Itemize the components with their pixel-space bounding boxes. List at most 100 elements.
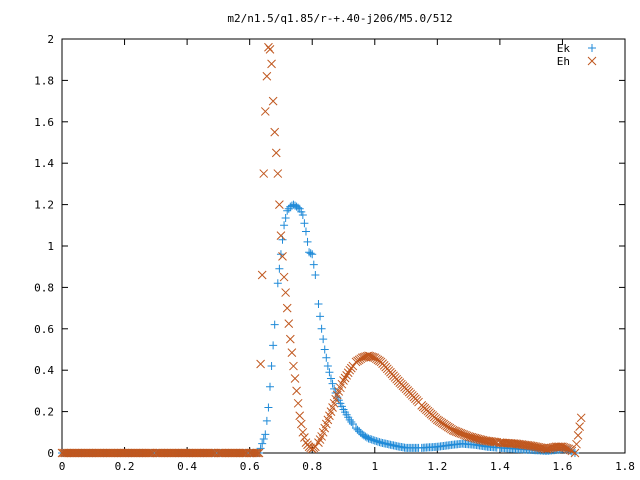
series-ek [58,200,579,457]
y-tick-label: 1.6 [34,116,54,129]
data-point [300,433,309,442]
x-axis: 0 0.2 0.4 0.6 0.8 1 1.2 1.4 1.6 1.8 [59,39,635,473]
data-point [269,341,278,350]
x-tick-label: 1.2 [427,460,447,473]
data-point [326,374,335,383]
y-tick-label: 1.4 [34,157,54,170]
data-point [347,417,356,426]
data-point [561,443,570,453]
data-point [343,368,353,378]
data-point [340,373,350,383]
data-point [342,371,351,380]
data-point [289,361,298,371]
y-tick-label: 0.6 [34,323,54,336]
data-point [364,351,373,361]
data-point [270,320,279,329]
data-point [314,299,323,308]
legend-marker-eh [587,56,597,66]
data-point [145,448,154,458]
data-point [365,351,375,361]
data-point [283,206,292,215]
data-point [284,319,294,328]
data-point [315,435,325,444]
data-point [254,448,264,458]
data-point [262,71,272,81]
data-point [273,279,282,288]
data-point [239,448,248,458]
data-point [294,203,303,212]
data-point [262,416,271,425]
y-tick-label: 0.8 [34,281,54,294]
data-point [576,413,586,423]
data-point [308,250,317,259]
data-point [348,420,357,429]
data-point [267,59,276,69]
plot-frame [61,38,626,454]
legend-label-ek: Ek [557,42,571,55]
data-point [461,430,470,440]
y-tick-label: 1.2 [34,199,54,212]
data-point [282,303,292,313]
data-point [290,374,300,383]
y-tick-label: 2 [47,33,54,46]
data-point [293,398,303,408]
data-point [320,345,329,354]
data-point [253,448,262,458]
data-point [270,127,280,137]
data-point [275,200,284,209]
data-point [268,96,278,106]
data-point [258,439,267,448]
y-tick-label: 1.8 [34,74,54,87]
data-point [323,362,332,371]
data-point [280,221,289,230]
data-point [264,403,273,412]
x-tick-label: 0.2 [115,460,135,473]
x-tick-label: 1 [371,460,378,473]
data-point [367,352,377,362]
data-point [300,219,309,228]
data-point [281,288,290,297]
y-tick-label: 0 [47,447,54,460]
data-point [251,448,261,458]
data-point [259,435,268,444]
data-point [339,376,348,385]
data-point [301,227,310,236]
data-point [448,425,458,435]
data-point [207,448,217,458]
data-point [317,324,326,333]
data-point [451,427,461,436]
data-point [573,431,583,440]
legend-marker-ek [588,44,596,52]
data-point [298,210,307,219]
series-eh [57,42,586,458]
data-point [558,442,567,452]
x-tick-label: 1.4 [490,460,510,473]
data-point [265,44,275,54]
y-axis: 0 0.2 0.4 0.6 0.8 1 1.2 1.4 1.6 1.8 2 [34,33,625,460]
data-point [572,439,581,449]
data-point [257,270,267,280]
data-point [456,428,466,438]
data-point [575,422,585,431]
data-point [296,419,306,429]
data-point [310,442,320,452]
data-point [273,169,283,178]
data-point [287,348,297,357]
data-point [319,335,328,344]
data-point [276,231,286,241]
data-point [265,382,274,391]
data-point [298,427,308,437]
x-tick-label: 0 [59,460,66,473]
data-point [311,270,320,279]
data-point [462,431,472,441]
data-point [278,251,287,261]
data-point [345,415,354,424]
data-point [306,249,315,258]
data-point [559,442,569,452]
data-point [267,362,276,371]
data-point [458,429,467,439]
data-point [259,169,269,178]
y-tick-label: 0.2 [34,406,54,419]
